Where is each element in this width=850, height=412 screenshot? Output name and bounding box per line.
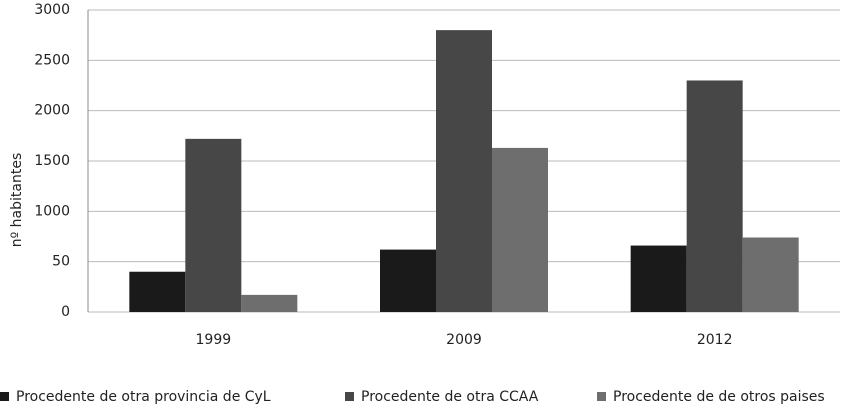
bar	[380, 249, 436, 312]
bar	[129, 271, 186, 312]
x-tick-label: 2009	[446, 332, 482, 348]
legend-swatch	[0, 392, 9, 401]
legend-label: Procedente de de otros paises	[613, 389, 825, 405]
y-tick-label: 3000	[34, 2, 70, 18]
x-tick-label: 1999	[196, 332, 232, 348]
legend-label: Procedente de otra CCAA	[361, 389, 539, 405]
x-tick-label: 2012	[697, 332, 733, 348]
y-axis-label: nº habitantes	[9, 153, 25, 248]
y-tick-label: 0	[61, 304, 70, 320]
y-tick-label: 50	[52, 254, 70, 270]
y-tick-label: 2000	[34, 103, 70, 119]
y-tick-label: 1500	[34, 153, 70, 169]
bar	[742, 237, 799, 312]
legend-swatch	[345, 392, 354, 401]
bar	[241, 294, 298, 312]
bar	[686, 80, 743, 312]
legend-label: Procedente de otra provincia de CyL	[16, 389, 271, 405]
bar	[436, 30, 492, 313]
bar	[492, 147, 548, 312]
bar	[630, 245, 687, 312]
legend-swatch	[597, 392, 606, 401]
y-tick-label: 1000	[34, 203, 70, 219]
bar	[185, 138, 242, 312]
y-tick-label: 2500	[34, 52, 70, 68]
